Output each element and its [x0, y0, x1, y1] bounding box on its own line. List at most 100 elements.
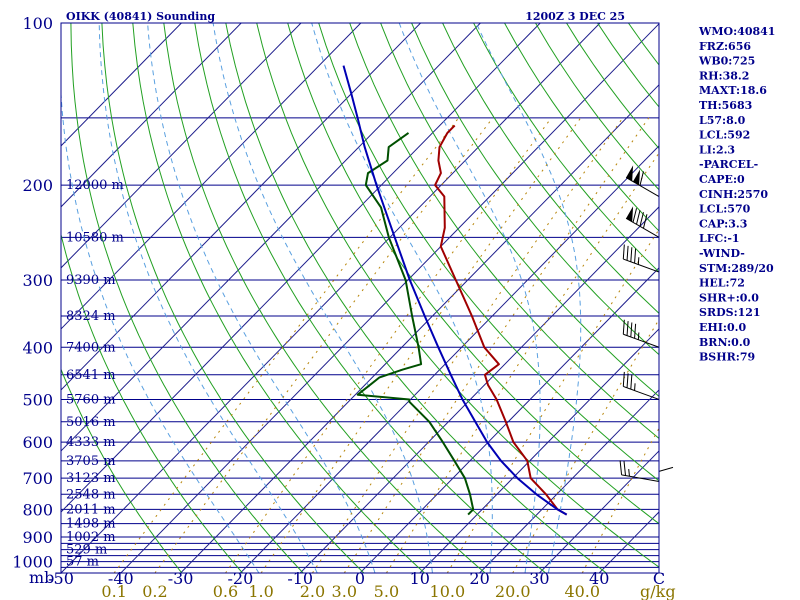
wind-barb-flag: [642, 214, 648, 229]
temperature-tick-label: 20: [469, 569, 489, 588]
mixing-ratio-line: [225, 117, 552, 573]
mixing-ratio-line: [446, 228, 659, 573]
height-label: 1498 m: [66, 517, 116, 532]
parcel-curve: [342, 65, 568, 516]
moist-adiabat-line: [475, 23, 582, 573]
mixing-ratio-label: 3.0: [332, 582, 357, 600]
wind-barb: [619, 460, 660, 482]
isotherm-line: [61, 23, 421, 391]
dry-adiabat-line: [70, 23, 304, 573]
wind-barb-half-flag: [628, 468, 630, 477]
index-line: SRDS:121: [699, 306, 761, 319]
mixing-ratio-label: 1.0: [248, 582, 273, 600]
dry-adiabat-line: [61, 368, 183, 573]
wind-barb: [622, 244, 660, 273]
chart-title: OIKK (40841) Sounding: [66, 10, 215, 23]
index-line: BSHR:79: [699, 351, 755, 364]
wind-barb: [625, 206, 660, 238]
moist-adiabat-line: [98, 23, 318, 573]
dry-adiabat-line: [225, 23, 607, 573]
mixing-ratio-label: 0.6: [213, 582, 238, 600]
wind-barb-flag: [626, 321, 629, 336]
temperature-tick-label: 30: [529, 569, 549, 588]
height-label: 12000 m: [66, 178, 124, 193]
wind-barb: [622, 319, 660, 348]
index-line: WMO:40841: [698, 25, 775, 38]
moist-adiabat-line: [212, 23, 433, 573]
pressure-tick-label: 200: [22, 176, 53, 195]
pressure-tick-label: 600: [22, 433, 53, 452]
height-label: 10580 m: [66, 230, 124, 245]
mixing-ratio-label: 20.0: [495, 582, 531, 600]
wind-barb: [658, 466, 674, 510]
wind-barb-staff: [621, 474, 660, 482]
temperature-tick-label: -40: [108, 569, 134, 588]
isotherm-line: [479, 389, 659, 573]
moist-adiabat-line: [398, 23, 541, 573]
height-label: 4333 m: [66, 435, 116, 450]
wind-barb-flag: [632, 208, 638, 223]
mixing-ratio-label: 40.0: [564, 582, 600, 600]
index-line: MAXT:18.6: [699, 84, 767, 97]
height-label: 9390 m: [66, 273, 116, 288]
temperature-curve: [434, 124, 568, 516]
wind-barb-pennant: [633, 169, 641, 186]
wind-barb-flag: [619, 460, 623, 475]
index-line: LFC:-1: [699, 232, 740, 245]
index-line: LI:2.3: [699, 143, 735, 156]
mixing-ratio-line: [581, 427, 659, 573]
pressure-tick-label: 300: [22, 271, 53, 290]
mixing-ratio-line: [311, 117, 624, 573]
dry-adiabat-line: [411, 23, 659, 356]
mixing-ratio-line: [343, 117, 650, 573]
background-lines: [61, 23, 800, 573]
index-line: L57:8.0: [699, 114, 746, 127]
wind-barb-flag: [623, 461, 627, 476]
mixing-ratio-label: 10.0: [430, 582, 466, 600]
isotherm-line: [120, 23, 659, 573]
height-label: 529 m: [66, 543, 107, 558]
pressure-tick-label: 900: [22, 528, 53, 547]
dry-adiabat-line: [318, 23, 659, 482]
temperature-tick-label: -30: [168, 569, 194, 588]
index-line: LCL:592: [699, 129, 750, 142]
wind-barb-flag: [622, 371, 625, 387]
wind-barb-flag: [658, 466, 674, 472]
wind-barb-flag: [639, 212, 644, 227]
wind-barb-flag: [626, 245, 629, 261]
plot-frame: [60, 22, 660, 574]
isotherm-line: [61, 23, 302, 269]
pressure-tick-label: 100: [22, 14, 53, 33]
height-label: 2548 m: [66, 487, 116, 502]
pressure-tick-label: 500: [22, 390, 53, 409]
temperature-tick-label: 10: [410, 569, 430, 588]
mixing-ratio-label: 0.2: [142, 582, 167, 600]
sounding-curves: [342, 65, 568, 516]
temperature-tick-label: C: [653, 569, 665, 588]
wind-barb-flag: [626, 373, 629, 388]
wind-barb-flag: [622, 244, 625, 260]
height-label: 7400 m: [66, 340, 116, 355]
dry-adiabat-line: [349, 23, 659, 440]
height-label: 5016 m: [66, 415, 116, 430]
mixing-ratio-line: [113, 117, 460, 573]
dry-adiabat-line: [783, 23, 800, 573]
dry-adiabat-line: [752, 23, 800, 573]
isotherm-line: [61, 23, 601, 573]
dry-adiabat-line: [132, 23, 425, 573]
isotherm-line: [299, 206, 659, 573]
index-line: CAP:3.3: [699, 217, 747, 230]
height-label: 2011 m: [66, 502, 116, 517]
index-line: STM:289/20: [699, 262, 774, 275]
dry-adiabat-line: [163, 23, 486, 573]
index-line: CINH:2570: [699, 188, 768, 201]
dry-adiabat-line: [380, 23, 659, 397]
wind-barb-flag: [630, 247, 633, 262]
isotherm-line: [240, 145, 659, 573]
wind-barb: [625, 165, 660, 197]
wind-barb-flag: [634, 248, 637, 264]
mixing-ratio-line: [260, 117, 582, 573]
index-line: SHR+:0.0: [699, 291, 759, 304]
